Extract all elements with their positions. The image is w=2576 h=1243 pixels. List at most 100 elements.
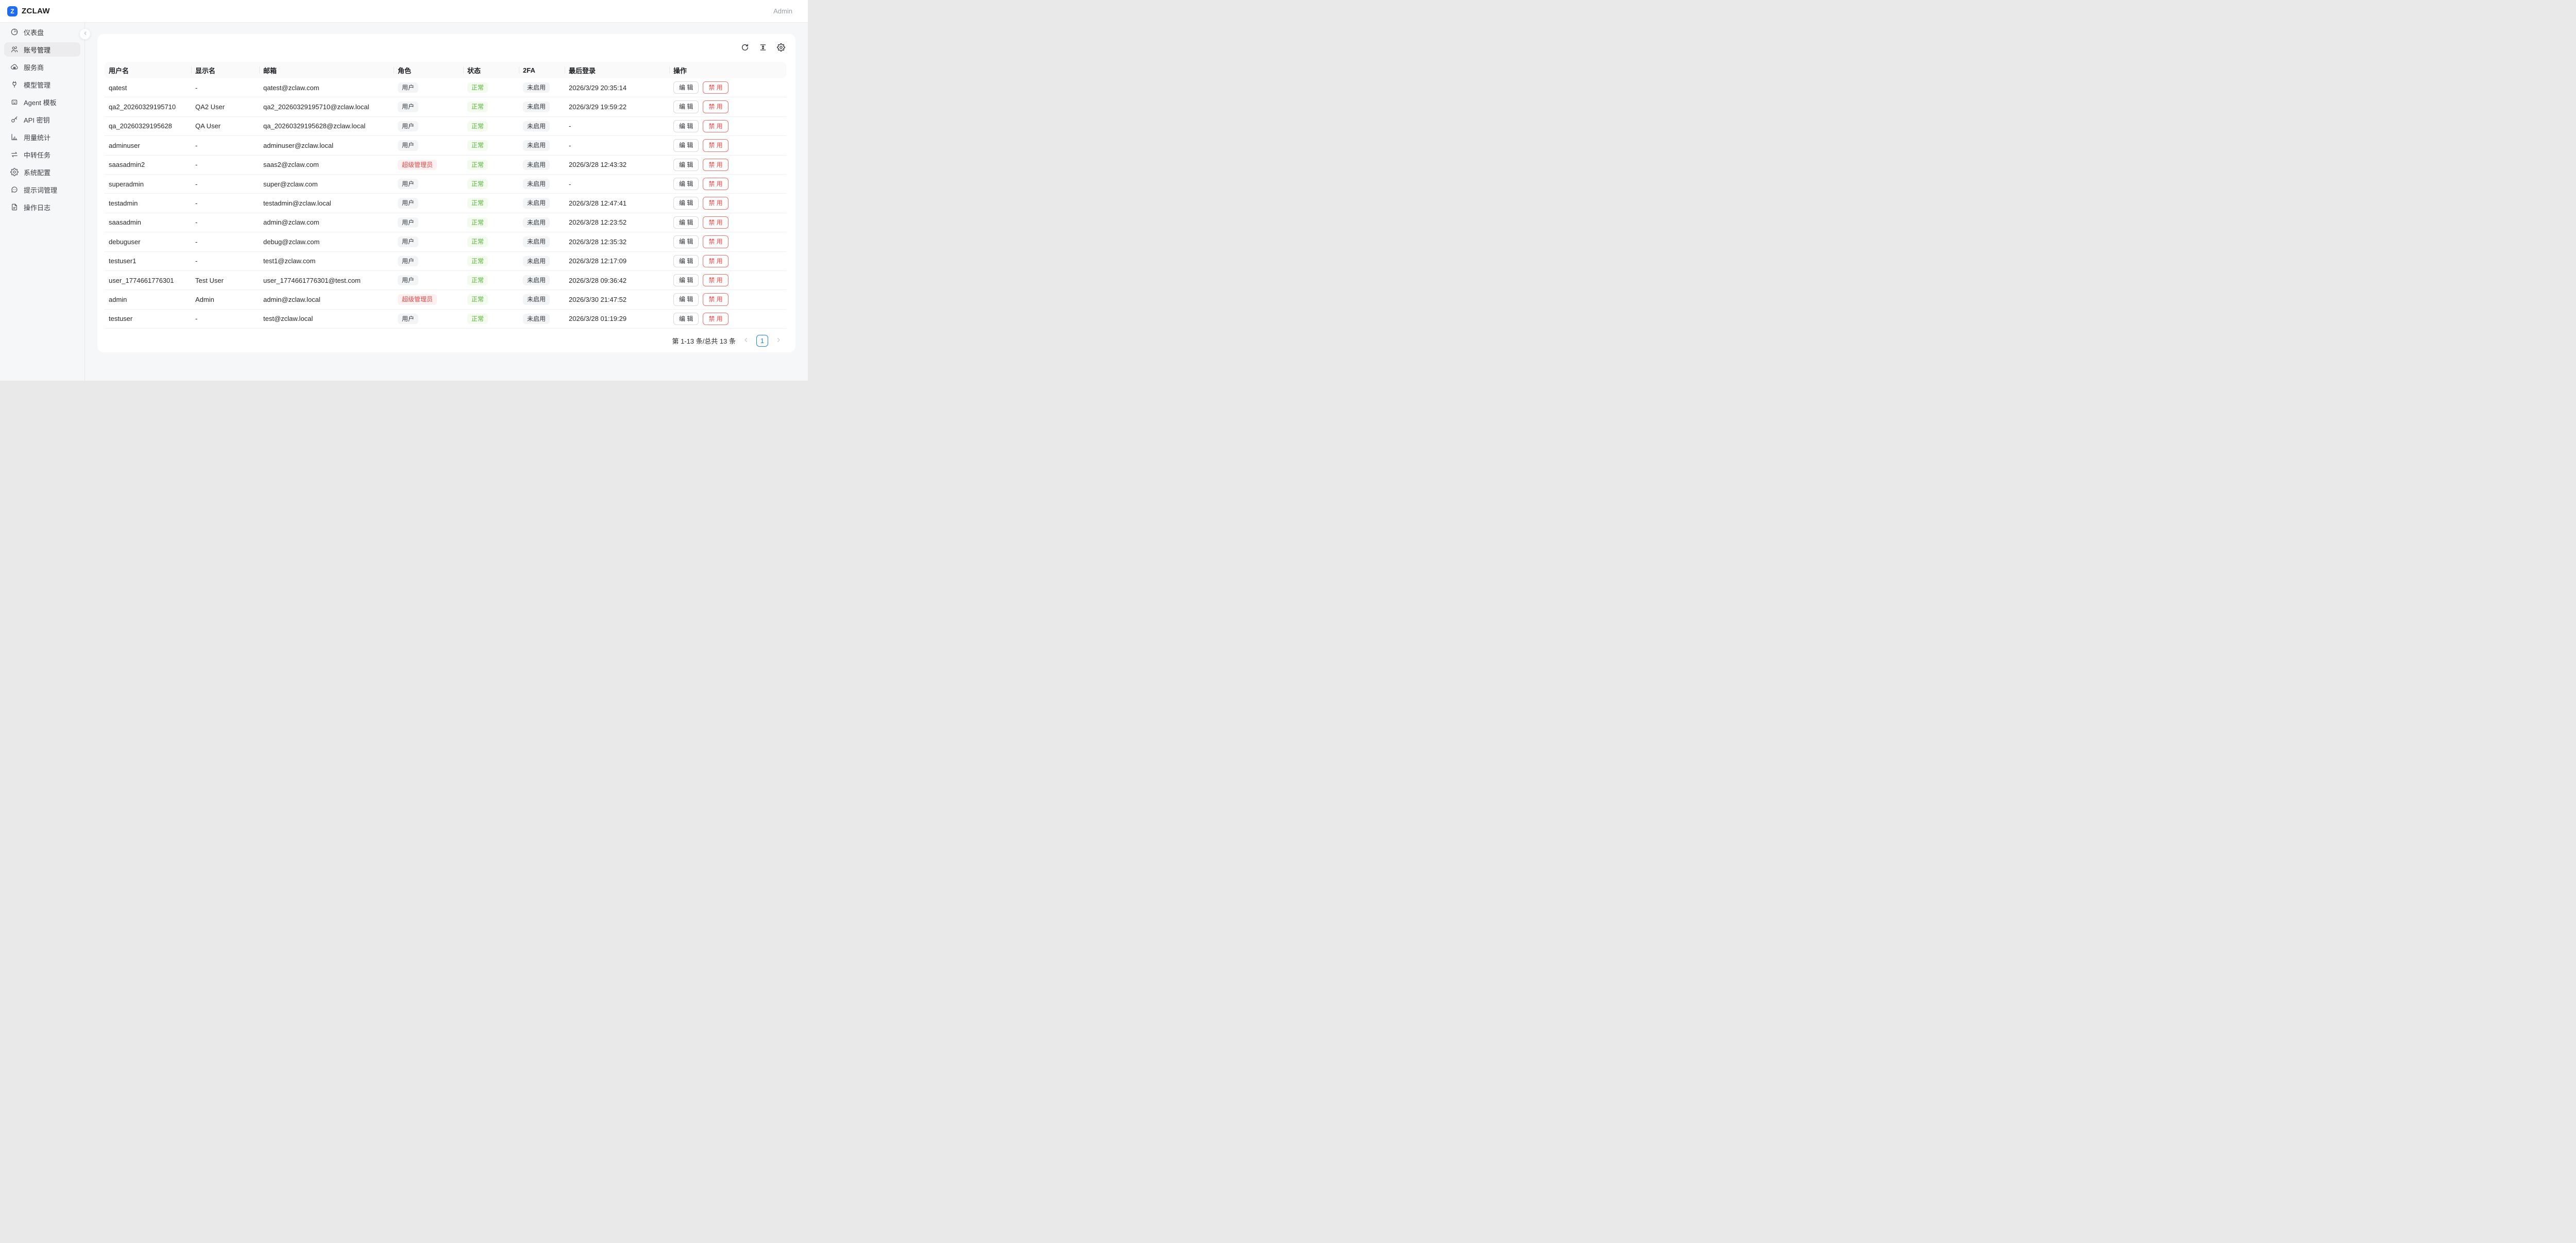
cell-twofa: 未启用: [519, 194, 565, 212]
disable-button[interactable]: 禁 用: [703, 216, 728, 229]
cell-display_name: -: [195, 199, 198, 208]
column-header-actions: 操作: [669, 62, 787, 78]
cell-email: adminuser@zclaw.local: [263, 141, 334, 149]
cell-email: user_1774661776301@test.com: [263, 276, 361, 284]
prev-page-button[interactable]: [741, 335, 751, 346]
edit-button[interactable]: 编 辑: [673, 120, 699, 133]
next-page-button[interactable]: [773, 335, 784, 346]
table-row: debuguser - debug@zclaw.com 用户 正常 未启用 2026/3/2…: [105, 232, 787, 252]
edit-button[interactable]: 编 辑: [673, 81, 699, 94]
edit-button[interactable]: 编 辑: [673, 216, 699, 229]
disable-button[interactable]: 禁 用: [703, 197, 728, 210]
cell-twofa: 未启用: [519, 136, 565, 155]
role-badge: 用户: [398, 275, 419, 286]
role-badge: 用户: [398, 256, 419, 266]
cell-display_name: QA User: [195, 122, 221, 130]
edit-button[interactable]: 编 辑: [673, 158, 699, 171]
sidebar-item-usage-stats[interactable]: 用量统计: [4, 130, 80, 144]
edit-button[interactable]: 编 辑: [673, 100, 699, 113]
sidebar-item-accounts[interactable]: 账号管理: [4, 42, 80, 57]
refresh-button[interactable]: [739, 42, 751, 53]
sidebar-collapse-button[interactable]: [79, 28, 91, 40]
edit-button[interactable]: 编 辑: [673, 139, 699, 152]
cell-twofa: 未启用: [519, 97, 565, 116]
disable-button[interactable]: 禁 用: [703, 177, 728, 191]
chevron-left-icon: [743, 337, 749, 345]
sidebar-item-prompts[interactable]: 提示词管理: [4, 182, 80, 197]
status-badge: 正常: [467, 101, 488, 112]
cell-last_login: 2026/3/29 19:59:22: [569, 103, 627, 111]
edit-button[interactable]: 编 辑: [673, 254, 699, 267]
twofa-badge: 未启用: [523, 313, 550, 325]
cell-twofa: 未启用: [519, 290, 565, 309]
sidebar-item-providers[interactable]: 服务商: [4, 60, 80, 74]
settings-button[interactable]: [775, 42, 787, 53]
cell-email: qa_20260329195628@zclaw.local: [263, 122, 366, 130]
cell-username: saasadmin2: [109, 161, 145, 169]
role-badge: 用户: [398, 236, 419, 247]
cell-status: 正常: [463, 156, 519, 174]
status-badge: 正常: [467, 294, 488, 305]
status-badge: 正常: [467, 140, 488, 151]
cell-twofa: 未启用: [519, 310, 565, 328]
app-header: Z ZCLAW Admin: [0, 0, 808, 23]
cell-email: test1@zclaw.com: [263, 257, 316, 265]
cell-email: super@zclaw.com: [263, 180, 318, 188]
twofa-badge: 未启用: [523, 159, 550, 170]
cell-username: qatest: [109, 83, 127, 92]
role-badge: 用户: [398, 121, 419, 132]
disable-button[interactable]: 禁 用: [703, 139, 728, 152]
cell-display_name: -: [195, 141, 198, 149]
sidebar-item-models[interactable]: 模型管理: [4, 77, 80, 92]
bot-icon: [10, 98, 19, 106]
edit-button[interactable]: 编 辑: [673, 177, 699, 191]
role-badge: 用户: [398, 313, 419, 325]
twofa-badge: 未启用: [523, 121, 550, 132]
cell-twofa: 未启用: [519, 271, 565, 290]
cell-status: 正常: [463, 232, 519, 251]
cell-role: 用户: [394, 175, 463, 193]
key-icon: [10, 115, 19, 124]
sidebar-item-system-config[interactable]: 系统配置: [4, 165, 80, 179]
disable-button[interactable]: 禁 用: [703, 81, 728, 94]
edit-button[interactable]: 编 辑: [673, 235, 699, 248]
twofa-badge: 未启用: [523, 82, 550, 93]
edit-button[interactable]: 编 辑: [673, 312, 699, 326]
cell-actions: 编 辑禁 用: [669, 271, 787, 290]
column-header-twofa: 2FA: [519, 62, 565, 78]
cell-role: 用户: [394, 213, 463, 232]
disable-button[interactable]: 禁 用: [703, 274, 728, 287]
sidebar-item-label: 模型管理: [24, 81, 51, 89]
edit-button[interactable]: 编 辑: [673, 274, 699, 287]
cell-last_login: -: [569, 141, 571, 149]
sidebar-item-label: 用量统计: [24, 133, 51, 142]
disable-button[interactable]: 禁 用: [703, 120, 728, 133]
disable-button[interactable]: 禁 用: [703, 293, 728, 306]
disable-button[interactable]: 禁 用: [703, 254, 728, 267]
role-badge: 用户: [398, 178, 419, 190]
disable-button[interactable]: 禁 用: [703, 235, 728, 248]
cell-username: debuguser: [109, 237, 141, 246]
sidebar-item-api-keys[interactable]: API 密钥: [4, 112, 80, 127]
admin-menu[interactable]: Admin: [773, 7, 792, 15]
disable-button[interactable]: 禁 用: [703, 100, 728, 113]
edit-button[interactable]: 编 辑: [673, 197, 699, 210]
chevron-right-icon: [775, 337, 782, 345]
sidebar-item-agent-templates[interactable]: Agent 模板: [4, 95, 80, 109]
page-1-button[interactable]: 1: [756, 334, 768, 347]
cell-status: 正常: [463, 271, 519, 290]
sidebar-item-dashboard[interactable]: 仪表盘: [4, 25, 80, 39]
cloud-icon: [10, 63, 19, 71]
cell-role: 用户: [394, 252, 463, 270]
cell-last_login: 2026/3/28 12:43:32: [569, 161, 627, 169]
sidebar-item-label: 操作日志: [24, 203, 51, 212]
row-height-button[interactable]: [757, 42, 769, 53]
disable-button[interactable]: 禁 用: [703, 158, 728, 171]
edit-button[interactable]: 编 辑: [673, 293, 699, 306]
table-row: testuser1 - test1@zclaw.com 用户 正常 未启用 2026/3/2…: [105, 252, 787, 271]
sidebar-item-relay-tasks[interactable]: 中转任务: [4, 147, 80, 162]
pagination-summary: 第 1-13 条/总共 13 条: [672, 337, 736, 345]
cell-role: 用户: [394, 136, 463, 155]
disable-button[interactable]: 禁 用: [703, 312, 728, 326]
sidebar-item-operation-logs[interactable]: 操作日志: [4, 200, 80, 214]
